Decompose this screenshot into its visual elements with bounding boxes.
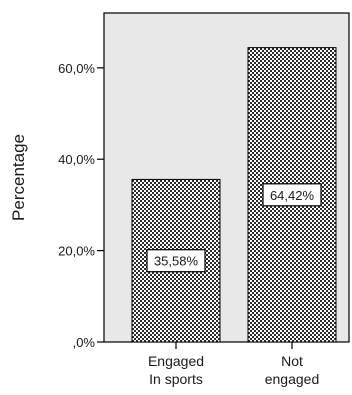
svg-text:35,58%: 35,58% <box>154 254 199 269</box>
y-tick-label: 20,0% <box>58 244 95 259</box>
svg-text:64,42%: 64,42% <box>270 188 315 203</box>
y-axis-ticks: ,0% 20,0% 40,0% 60,0% <box>58 61 104 350</box>
x-category-label: Not <box>281 353 303 369</box>
x-category-label: engaged <box>265 371 320 387</box>
y-axis-label: Percentage <box>9 134 28 221</box>
data-label: 35,58% <box>146 249 206 273</box>
x-category-label: In sports <box>149 371 203 387</box>
y-tick-label: ,0% <box>73 335 96 350</box>
data-label: 64,42% <box>262 183 322 207</box>
data-labels: 35,58% 64,42% <box>146 183 322 273</box>
y-tick-label: 60,0% <box>58 61 95 76</box>
y-tick-label: 40,0% <box>58 152 95 167</box>
x-axis-categories: Engaged In sports Not engaged <box>148 342 319 387</box>
x-category-label: Engaged <box>148 353 204 369</box>
